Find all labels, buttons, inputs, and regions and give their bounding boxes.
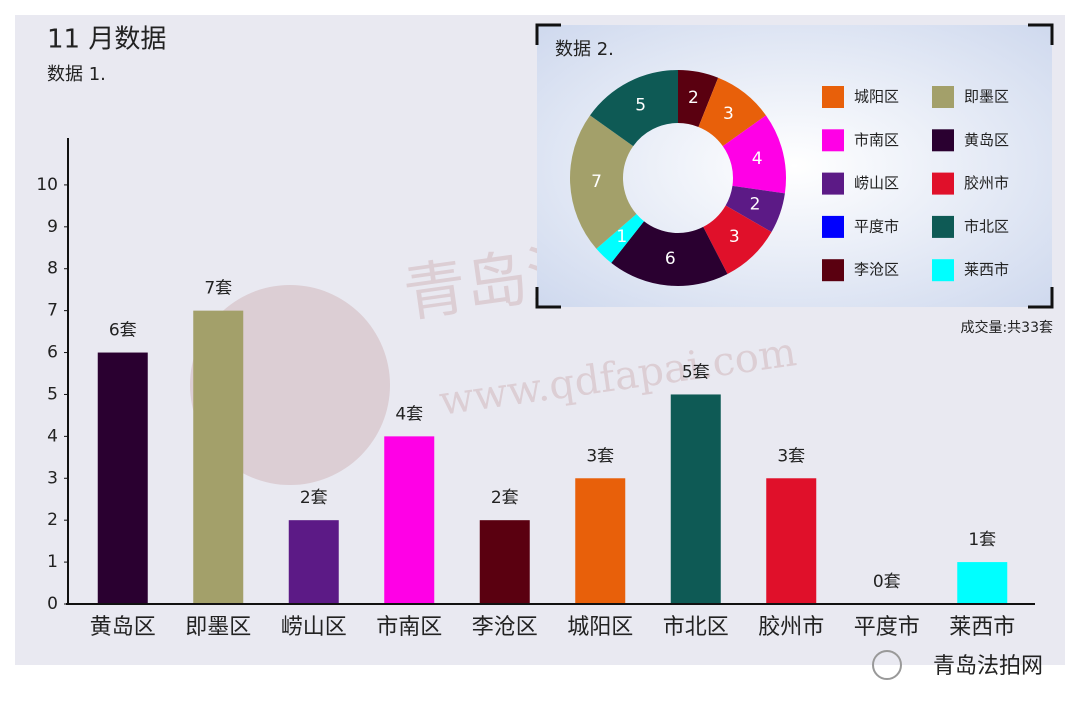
y-tick-label: 10 bbox=[36, 175, 58, 195]
legend-label: 李沧区 bbox=[854, 261, 899, 279]
legend-label: 即墨区 bbox=[964, 88, 1009, 106]
legend-label: 崂山区 bbox=[854, 174, 899, 192]
pie-slice bbox=[703, 205, 772, 274]
legend-swatch bbox=[932, 172, 954, 195]
pie-slice bbox=[678, 70, 719, 127]
value-label: 5套 bbox=[682, 362, 710, 382]
y-tick-label: 9 bbox=[47, 217, 58, 237]
y-tick-label: 1 bbox=[47, 552, 58, 572]
footer: 青岛法拍网 bbox=[872, 650, 1043, 680]
legend-swatch bbox=[822, 86, 844, 108]
value-label: 6套 bbox=[109, 321, 137, 341]
footer-text: 青岛法拍网 bbox=[933, 654, 1043, 679]
wechat-icon bbox=[872, 650, 902, 680]
legend-label: 市北区 bbox=[964, 217, 1009, 235]
slice-label: 1 bbox=[616, 227, 627, 247]
x-tick-label: 崂山区 bbox=[281, 615, 347, 640]
bar bbox=[288, 520, 339, 604]
value-label: 3套 bbox=[777, 446, 805, 466]
slice-label: 2 bbox=[688, 88, 699, 108]
bar bbox=[479, 520, 530, 604]
bar-title: 数据 1. bbox=[47, 64, 106, 85]
pie-slice bbox=[698, 77, 766, 147]
x-tick-label: 胶州市 bbox=[758, 615, 824, 640]
pie-note: 成交量:共33套 bbox=[960, 319, 1053, 336]
x-tick-label: 城阳区 bbox=[567, 615, 633, 640]
legend-swatch bbox=[932, 215, 954, 238]
slice-label: 3 bbox=[723, 104, 734, 124]
legend-swatch bbox=[932, 259, 954, 282]
pie-slice bbox=[725, 185, 785, 232]
y-tick-label: 5 bbox=[47, 384, 58, 404]
pie-slice bbox=[722, 115, 786, 194]
legend-label: 平度市 bbox=[854, 217, 899, 235]
value-label: 1套 bbox=[968, 530, 996, 550]
slice-label: 4 bbox=[752, 149, 763, 169]
legend-label: 黄岛区 bbox=[964, 131, 1009, 149]
x-tick-label: 即墨区 bbox=[185, 615, 251, 640]
y-tick-label: 3 bbox=[47, 468, 58, 488]
legend-label: 莱西市 bbox=[964, 261, 1009, 279]
legend-swatch bbox=[822, 259, 844, 282]
bar bbox=[384, 436, 435, 604]
x-tick-label: 黄岛区 bbox=[90, 615, 156, 640]
legend-swatch bbox=[822, 215, 844, 238]
pie-slice bbox=[590, 70, 678, 147]
pie-slice bbox=[611, 221, 728, 286]
y-tick-label: 4 bbox=[47, 426, 58, 446]
y-tick-label: 6 bbox=[47, 343, 58, 363]
x-tick-label: 李沧区 bbox=[472, 615, 538, 640]
bar bbox=[97, 352, 148, 604]
bar bbox=[193, 310, 244, 604]
bar bbox=[766, 478, 817, 604]
legend-label: 胶州市 bbox=[964, 174, 1009, 192]
y-tick-label: 2 bbox=[47, 510, 58, 530]
legend-swatch bbox=[822, 172, 844, 195]
page-title: 11 月数据 bbox=[47, 25, 166, 55]
y-tick-label: 7 bbox=[47, 301, 58, 321]
bar bbox=[957, 562, 1008, 604]
x-tick-label: 莱西市 bbox=[949, 615, 1015, 640]
value-label: 2套 bbox=[300, 488, 328, 508]
slice-label: 6 bbox=[665, 249, 676, 269]
value-label: 3套 bbox=[586, 446, 614, 466]
legend-swatch bbox=[932, 86, 954, 108]
legend-swatch bbox=[822, 129, 844, 152]
x-tick-label: 平度市 bbox=[854, 615, 920, 640]
legend-swatch bbox=[932, 129, 954, 152]
pie-slice bbox=[596, 214, 645, 263]
x-tick-label: 市北区 bbox=[663, 615, 729, 640]
legend-label: 市南区 bbox=[854, 131, 899, 149]
bar bbox=[670, 394, 721, 604]
value-label: 7套 bbox=[204, 279, 232, 299]
bar bbox=[575, 478, 626, 604]
legend-label: 城阳区 bbox=[854, 88, 899, 106]
value-label: 0套 bbox=[873, 572, 901, 592]
x-tick-label: 市南区 bbox=[376, 615, 442, 640]
y-tick-label: 0 bbox=[47, 594, 58, 614]
slice-label: 7 bbox=[591, 172, 602, 192]
pie-title: 数据 2. bbox=[555, 39, 614, 60]
slice-label: 2 bbox=[750, 195, 761, 215]
value-label: 4套 bbox=[395, 404, 423, 424]
slice-label: 3 bbox=[729, 227, 740, 247]
value-label: 2套 bbox=[491, 488, 519, 508]
y-tick-label: 8 bbox=[47, 259, 58, 279]
pie-frame bbox=[535, 23, 1054, 309]
pie-slice bbox=[570, 115, 637, 249]
slice-label: 5 bbox=[635, 96, 646, 116]
